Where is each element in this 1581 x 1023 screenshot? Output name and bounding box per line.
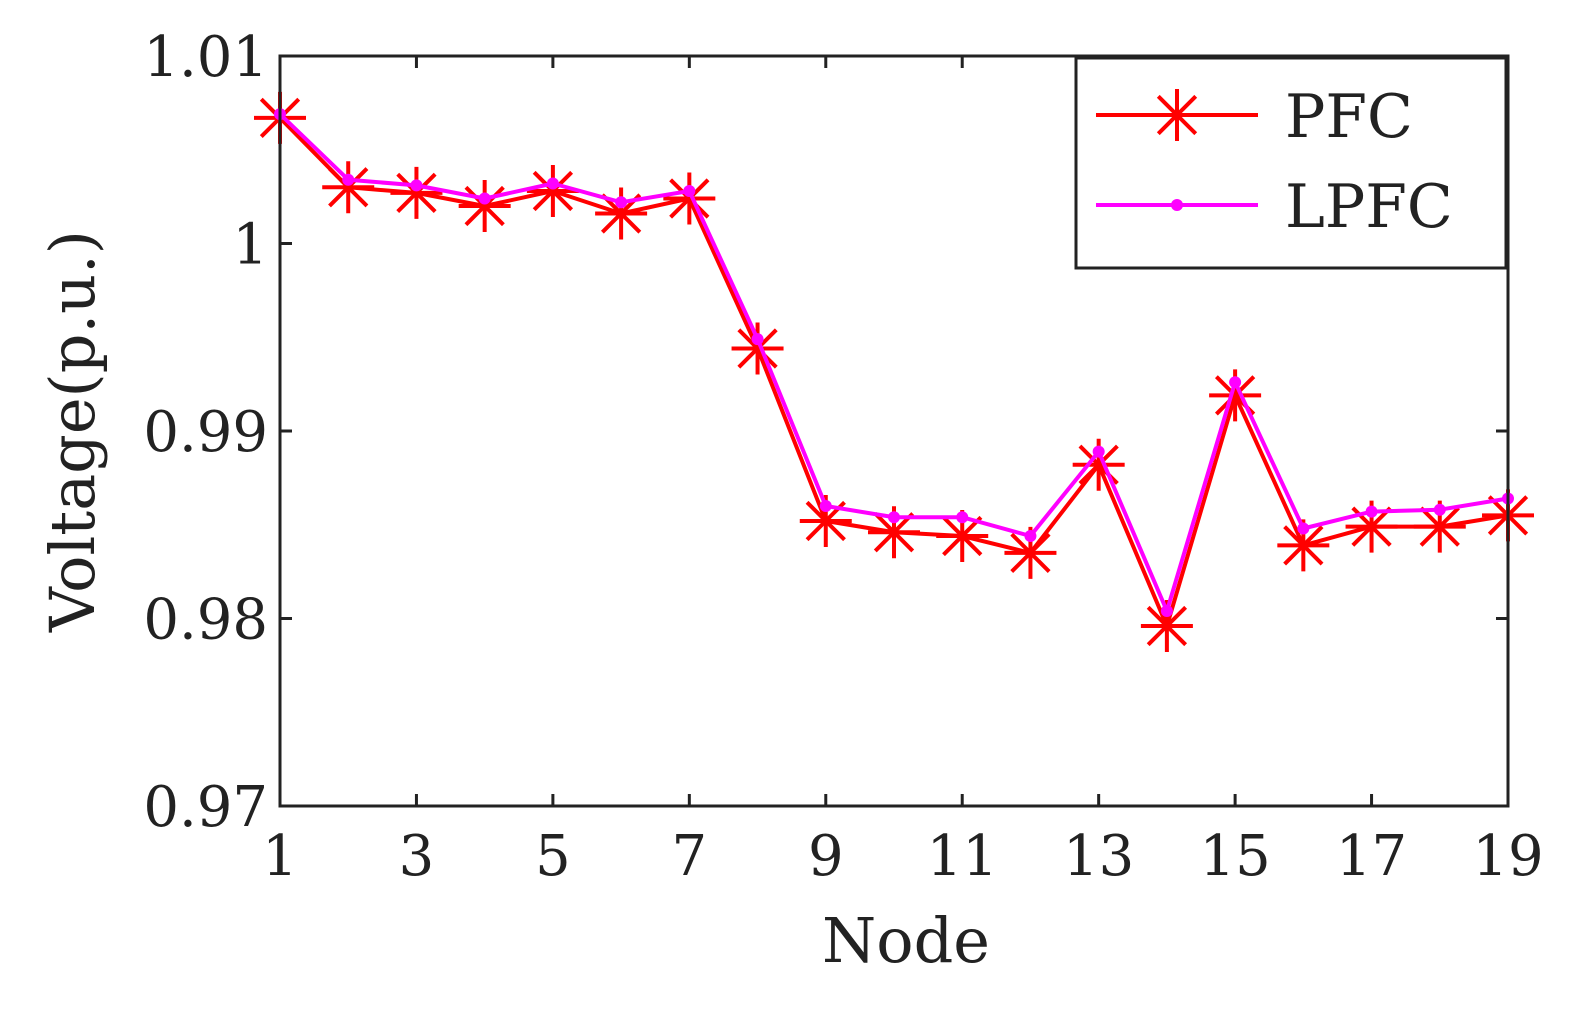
y-tick-label: 0.99	[143, 400, 268, 465]
data-point-lpfc	[1160, 605, 1173, 617]
data-point-pfc	[663, 172, 716, 225]
legend-item-lpfc: LPFC	[1096, 172, 1453, 242]
x-tick-label: 9	[808, 824, 844, 889]
x-tick-label: 13	[1063, 824, 1134, 889]
series-layer	[254, 91, 1534, 652]
x-axis-label: Node	[822, 904, 990, 977]
data-point-lpfc	[1433, 503, 1446, 516]
legend-label-lpfc: LPFC	[1285, 172, 1453, 242]
legend-marker-lpfc	[1171, 199, 1183, 211]
data-point-lpfc	[1229, 376, 1242, 389]
data-point-lpfc	[478, 192, 491, 205]
y-tick-label: 0.98	[143, 588, 268, 653]
data-point-pfc	[1004, 526, 1057, 579]
data-point-lpfc	[615, 196, 628, 209]
data-point-pfc	[390, 166, 443, 219]
series-pfc	[254, 91, 1534, 652]
legend-label-pfc: PFC	[1285, 82, 1413, 152]
data-point-lpfc	[1024, 530, 1037, 542]
data-point-lpfc	[1365, 505, 1378, 518]
plot-frame	[278, 54, 1510, 808]
x-tick-label: 11	[927, 824, 998, 889]
data-point-pfc	[322, 161, 375, 214]
data-point-lpfc	[546, 177, 559, 190]
x-tick-label: 1	[262, 824, 298, 889]
data-point-pfc	[731, 322, 784, 375]
y-tick-label: 0.97	[143, 775, 268, 840]
data-point-pfc	[526, 165, 579, 217]
data-point-lpfc	[342, 173, 355, 186]
y-tick-label: 1	[232, 213, 268, 278]
data-point-lpfc	[819, 500, 832, 512]
y-axis-label: Voltage(p.u.)	[36, 230, 109, 633]
data-point-lpfc	[1297, 522, 1310, 535]
legend-marker-pfc	[1151, 89, 1203, 141]
data-point-lpfc	[410, 179, 423, 192]
x-tick-label: 3	[399, 824, 435, 889]
y-tick-label: 1.01	[143, 25, 268, 90]
data-point-lpfc	[1092, 445, 1105, 458]
data-point-pfc	[458, 180, 511, 232]
series-lpfc	[274, 108, 1514, 617]
legend-items: PFC LPFC	[1096, 82, 1453, 242]
data-point-lpfc	[888, 511, 900, 524]
x-tick-label: 19	[1472, 824, 1543, 889]
x-tick-label: 7	[672, 824, 708, 889]
x-tick-label: 17	[1336, 824, 1407, 889]
data-point-lpfc	[751, 333, 764, 346]
data-point-lpfc	[956, 511, 969, 524]
legend: PFC LPFC	[1074, 56, 1508, 270]
legend-box	[1074, 56, 1508, 270]
data-point-lpfc	[683, 185, 696, 197]
x-tick-label: 15	[1199, 824, 1270, 889]
x-tick-label: 5	[535, 824, 571, 889]
legend-item-pfc: PFC	[1096, 82, 1413, 152]
